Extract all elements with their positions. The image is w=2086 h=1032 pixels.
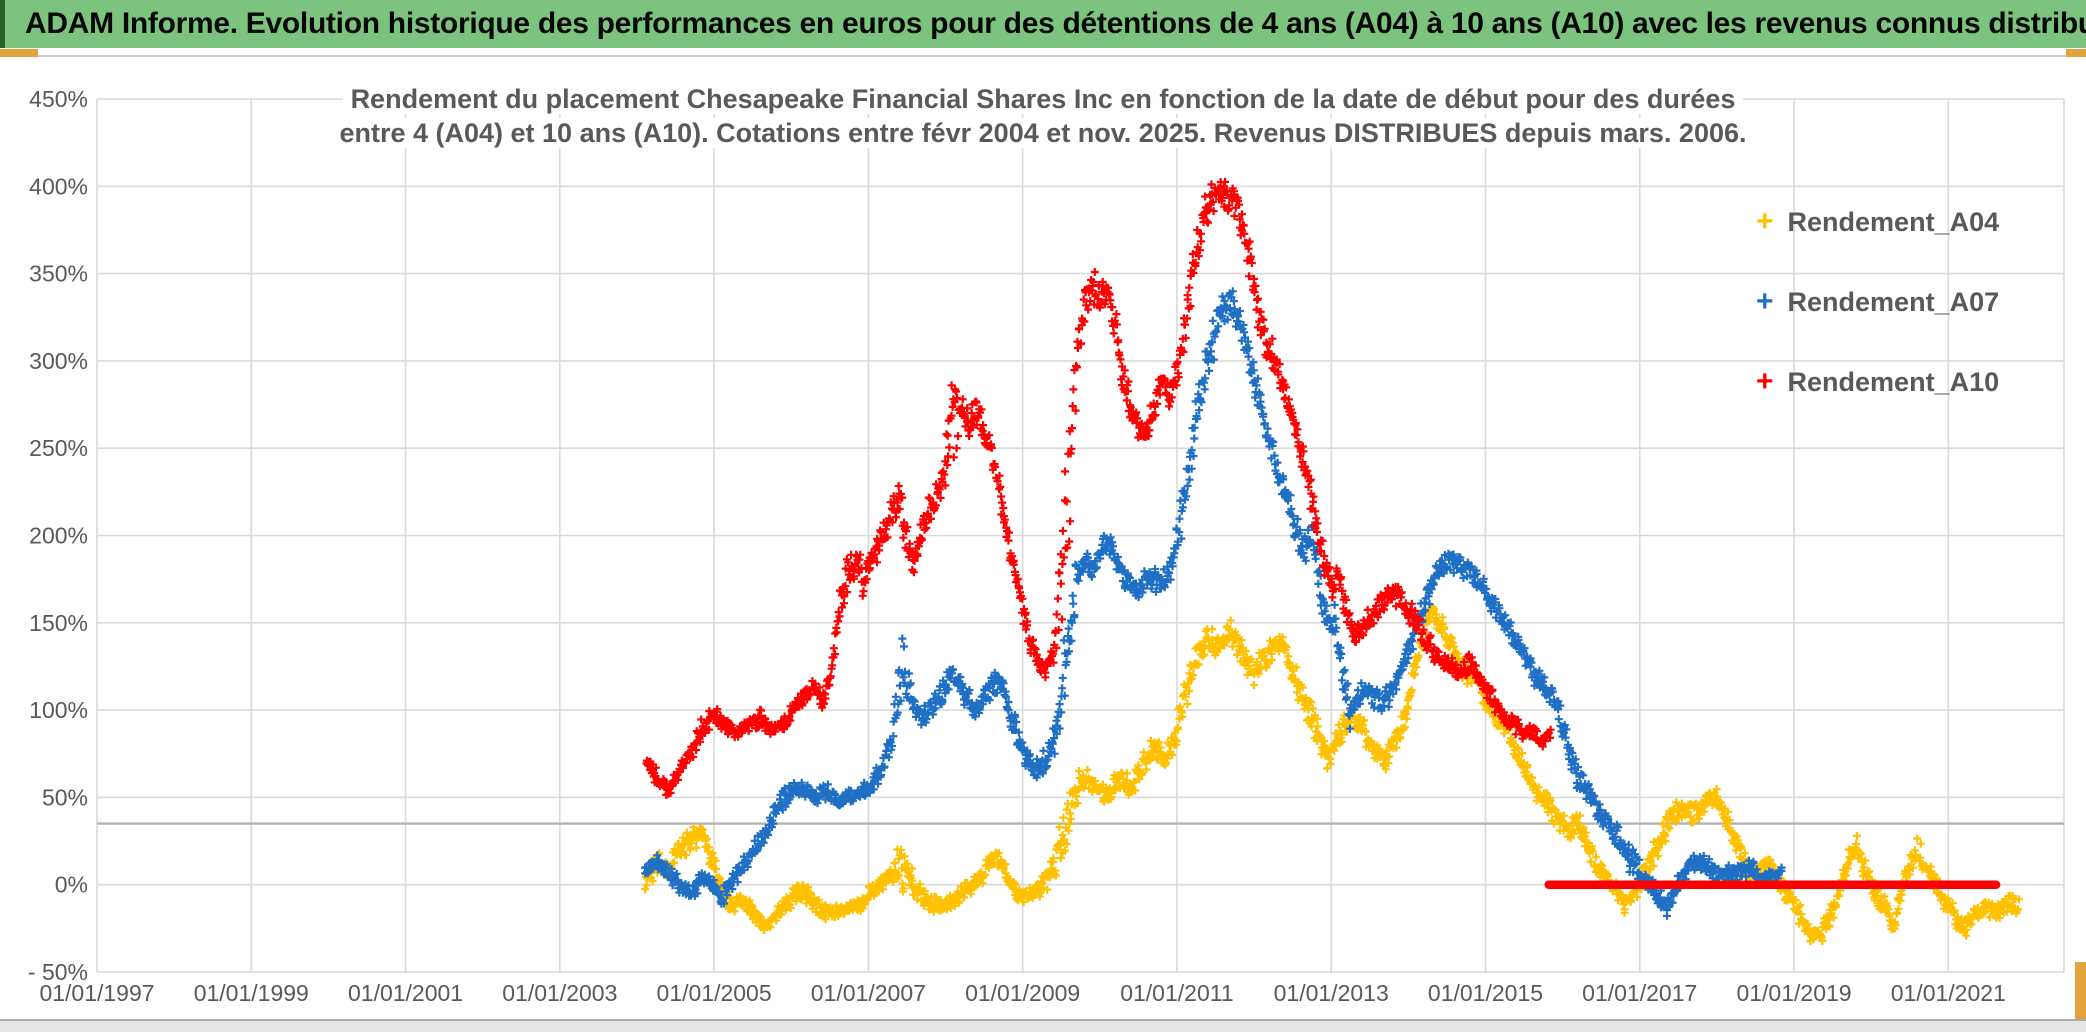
y-axis-label: 450% xyxy=(29,86,88,112)
chart-title-line2: entre 4 (A04) et 10 ans (A10). Cotations… xyxy=(0,118,2086,149)
y-axis-label: 300% xyxy=(29,348,88,374)
axis-labels: 01/01/1997 01/01/1999 01/01/2001 01/01/2003… xyxy=(28,86,2006,1006)
y-axis-label: 0% xyxy=(55,872,88,898)
legend-marker-icon: + xyxy=(1756,205,1774,238)
x-axis-label: 01/01/1997 xyxy=(39,980,154,1006)
x-axis-label: 01/01/2015 xyxy=(1428,980,1543,1006)
x-axis-label: 01/01/2013 xyxy=(1274,980,1389,1006)
legend-item-rendement_a04[interactable]: + Rendement_A04 xyxy=(1756,204,1999,240)
accent-gold-right xyxy=(2066,49,2086,57)
header-bar: ADAM Informe. Evolution historique des p… xyxy=(0,0,2086,48)
legend-item-rendement_a07[interactable]: + Rendement_A07 xyxy=(1756,284,1999,320)
legend-label: Rendement_A07 xyxy=(1787,287,2000,317)
y-axis-label: 150% xyxy=(29,610,88,636)
x-axis-label: 01/01/2017 xyxy=(1582,980,1697,1006)
y-axis-label: 50% xyxy=(42,784,88,810)
legend-marker-icon: + xyxy=(1756,365,1774,398)
legend-item-rendement_a10[interactable]: + Rendement_A10 xyxy=(1756,364,1999,400)
gridlines xyxy=(96,98,2065,973)
bottom-status-band xyxy=(0,1019,2086,1032)
accent-divider-line xyxy=(0,55,2086,57)
right-edge-gold-strip xyxy=(2075,962,2086,1019)
legend-label: Rendement_A10 xyxy=(1787,367,2000,397)
y-axis-label: 400% xyxy=(29,173,88,199)
series-rendement_a04 xyxy=(641,603,2023,946)
y-axis-label: 350% xyxy=(29,261,88,287)
legend-label: Rendement_A04 xyxy=(1787,207,2000,237)
legend-marker-icon: + xyxy=(1756,285,1774,318)
header-left-edge xyxy=(0,0,5,48)
chart-title-line1: Rendement du placement Chesapeake Financ… xyxy=(0,84,2086,115)
y-axis-label: 100% xyxy=(29,697,88,723)
y-axis-label: 200% xyxy=(29,523,88,549)
series-rendement_a07 xyxy=(641,287,1786,920)
header-title: ADAM Informe. Evolution historique des p… xyxy=(25,7,2086,40)
x-axis-label: 01/01/1999 xyxy=(194,980,309,1006)
x-axis-label: 01/01/2003 xyxy=(502,980,617,1006)
y-axis-label: - 50% xyxy=(28,959,88,985)
x-axis-label: 01/01/2021 xyxy=(1891,980,2006,1006)
x-axis-label: 01/01/2011 xyxy=(1120,980,1233,1006)
series-rendement_a10 xyxy=(642,177,1555,799)
x-axis-label: 01/01/2005 xyxy=(657,980,772,1006)
accent-gold-left xyxy=(0,49,38,57)
accent-strip xyxy=(0,48,2086,58)
x-axis-label: 01/01/2019 xyxy=(1736,980,1851,1006)
x-axis-label: 01/01/2007 xyxy=(811,980,926,1006)
x-axis-label: 01/01/2009 xyxy=(965,980,1080,1006)
y-axis-label: 250% xyxy=(29,435,88,461)
x-axis-label: 01/01/2001 xyxy=(348,980,463,1006)
